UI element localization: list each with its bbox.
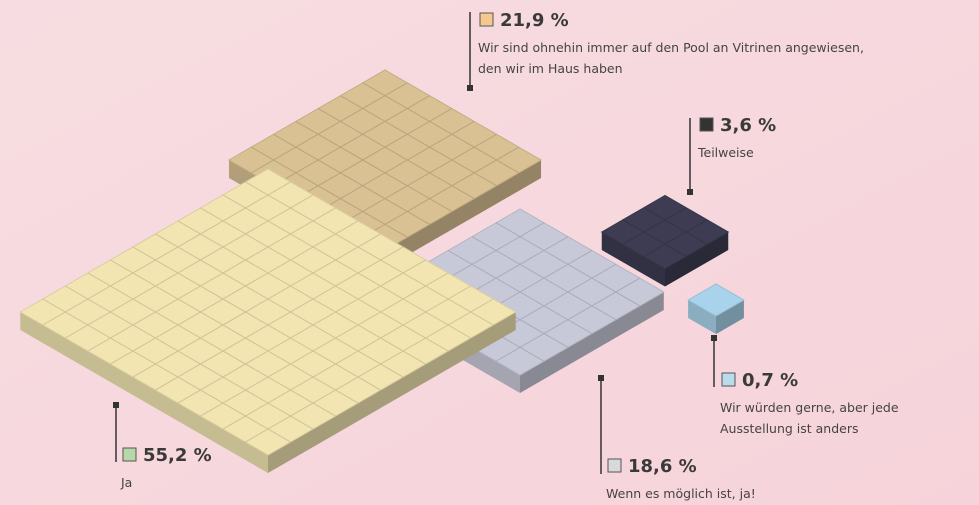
tile-seam xyxy=(155,246,404,391)
tile-seam xyxy=(251,82,408,174)
block-group xyxy=(19,168,517,474)
connector-end xyxy=(467,85,473,91)
value-label: 18,6 % xyxy=(628,456,697,477)
connector-end xyxy=(687,189,693,195)
tile-seam xyxy=(317,120,475,212)
value-label: 0,7 % xyxy=(742,370,798,391)
tile-seam xyxy=(251,146,408,238)
value-label: 3,6 % xyxy=(720,115,776,136)
tile-seam xyxy=(132,246,381,391)
tile-seam xyxy=(643,207,708,245)
tile-seam xyxy=(222,194,471,339)
block-top xyxy=(19,168,517,456)
category-label: Ja xyxy=(120,475,132,490)
tile-seam xyxy=(622,219,687,257)
block-group xyxy=(687,283,745,335)
tile-seam xyxy=(317,108,475,200)
tile-seam xyxy=(245,298,494,443)
tile-seam xyxy=(245,181,494,326)
tile-seam xyxy=(295,108,453,200)
category-label: Wir sind ohnehin immer auf den Pool an V… xyxy=(478,40,864,76)
tile-seam xyxy=(87,207,336,352)
connector-end xyxy=(711,335,717,341)
tile-seam xyxy=(87,272,336,417)
tile-seam xyxy=(65,194,314,339)
legend-swatch xyxy=(699,117,714,132)
tile-seam xyxy=(110,220,359,365)
block-side-right xyxy=(665,232,729,287)
tile-seam xyxy=(362,82,519,174)
tile-seam xyxy=(177,220,426,365)
value-label: 21,9 % xyxy=(500,10,569,31)
block-side-left xyxy=(20,312,268,474)
tile-seam xyxy=(340,133,497,225)
tile-seam xyxy=(495,277,641,362)
block-side-right xyxy=(385,160,542,269)
tile-seam xyxy=(200,207,449,352)
block-side-right xyxy=(268,312,516,474)
tile-seam xyxy=(273,133,430,225)
tile-seam xyxy=(177,259,426,404)
block-group xyxy=(600,194,730,287)
legend-swatch xyxy=(607,458,622,473)
legend-swatch xyxy=(479,12,494,27)
block-side-left xyxy=(688,300,716,335)
tile-seam xyxy=(273,95,430,187)
tile-seam xyxy=(42,181,291,326)
tile-seam xyxy=(643,219,708,257)
tile-seam xyxy=(362,146,519,238)
category-label: Wir würden gerne, aber jede Ausstellung i… xyxy=(720,400,899,436)
tile-seam xyxy=(622,207,687,245)
connector-end xyxy=(113,402,119,408)
connector-end xyxy=(598,375,604,381)
block-side-right xyxy=(520,292,664,394)
tile-seam xyxy=(42,298,291,443)
tile-seam xyxy=(222,285,471,430)
tile-seam xyxy=(340,95,497,187)
tile-seam xyxy=(295,120,453,212)
tile-seam xyxy=(110,259,359,404)
tile-seam xyxy=(132,233,381,378)
tile-seam xyxy=(155,233,404,378)
tile-seam xyxy=(65,285,314,430)
value-label: 55,2 % xyxy=(143,445,212,466)
category-label: Teilweise xyxy=(697,145,754,160)
block-side-left xyxy=(601,232,665,287)
block-top xyxy=(687,283,745,317)
legend-swatch xyxy=(721,372,736,387)
tile-seam xyxy=(200,272,449,417)
category-label: Wenn es möglich ist, ja! xyxy=(606,486,756,501)
block-side-right xyxy=(716,300,744,335)
legend-swatch xyxy=(122,447,137,462)
